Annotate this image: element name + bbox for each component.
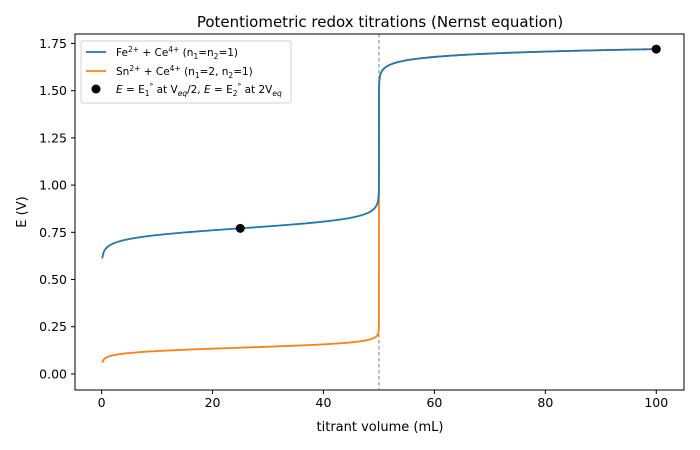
y-tick-label: 0.75	[39, 225, 67, 240]
y-tick-label: 1.75	[39, 36, 67, 51]
axes-frame	[74, 33, 685, 391]
legend-label-sn-ce: Sn2+ + Ce4+ (n1=2, n2=1)	[116, 64, 253, 80]
y-tick-label: 1.25	[39, 130, 67, 145]
legend-label-fe-ce: Fe2+ + Ce4+ (n1=n2=1)	[116, 45, 238, 61]
x-tick-label: 40	[316, 395, 332, 410]
x-tick-label: 100	[644, 395, 668, 410]
y-axis: 0.00 0.25 0.50 0.75 1.00 1.25 1.50 1.75	[39, 36, 75, 381]
legend-box	[80, 40, 292, 104]
x-tick-label: 60	[426, 395, 442, 410]
y-tick-label: 1.00	[39, 178, 67, 193]
x-tick-label: 20	[205, 395, 221, 410]
y-tick-label: 0.00	[39, 366, 67, 381]
x-axis-label: titrant volume (mL)	[317, 420, 444, 435]
plot-area	[101, 34, 661, 390]
x-tick-label: 80	[537, 395, 553, 410]
y-tick-label: 1.50	[39, 83, 67, 98]
legend: Fe2+ + Ce4+ (n1=n2=1) Sn2+ + Ce4+ (n1=2,…	[80, 40, 292, 104]
marker-points	[235, 44, 661, 233]
x-tick-label: 0	[98, 395, 106, 410]
marker-point	[235, 223, 245, 233]
y-tick-label: 0.50	[39, 272, 67, 287]
y-tick-label: 0.25	[39, 319, 67, 334]
legend-swatch-markers	[91, 84, 101, 94]
chart-title: Potentiometric redox titrations (Nernst …	[197, 13, 563, 31]
legend-label-markers: E = E1° at Veq/2, E = E2° at 2Veq	[116, 82, 282, 98]
x-axis: 0 20 40 60 80 100	[98, 390, 668, 410]
marker-point	[651, 44, 661, 54]
y-axis-label: E (V)	[15, 196, 30, 227]
